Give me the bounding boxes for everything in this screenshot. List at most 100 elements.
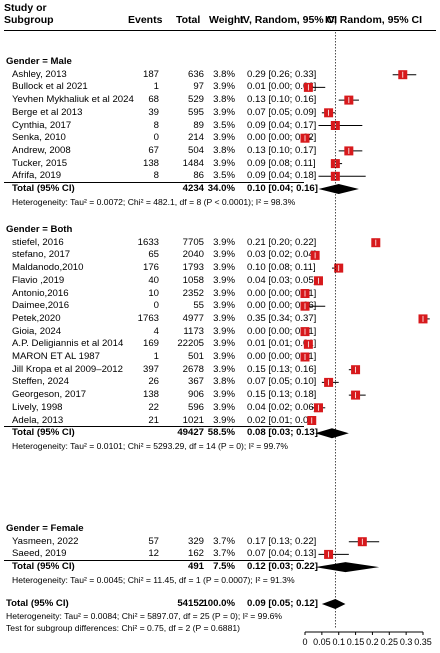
overall-subgroup-test: Test for subgroup differences: Chi² = 0.… (6, 623, 241, 633)
study-events-g1-s14: 21 (148, 414, 159, 426)
overall-heterogeneity: Heterogeneity: Tau² = 0.0084; Chi² = 589… (6, 611, 283, 621)
study-name-g1-s12: Georgeson, 2017 (12, 389, 87, 401)
study-ci-g1-s10: 0.15 [0.13; 0.16] (247, 363, 317, 375)
study-weight-g0-s2: 3.8% (213, 94, 235, 106)
study-name-g2-s1: Saeed, 2019 (12, 548, 67, 560)
study-name-g1-s11: Steffen, 2024 (12, 376, 69, 388)
study-events-g1-s4: 10 (148, 287, 159, 299)
study-ci-g1-s7: 0.00 [0.00; 0.01] (247, 325, 317, 337)
study-ci-g0-s6: 0.13 [0.10; 0.17] (247, 144, 317, 156)
group-diamond-2 (315, 562, 380, 573)
study-ci-g1-s13: 0.04 [0.02; 0.06] (247, 401, 317, 413)
study-total-g1-s13: 596 (187, 401, 204, 413)
study-events-g1-s10: 397 (142, 363, 159, 375)
group-total-label-0: Total (95% CI) (12, 183, 75, 194)
group-label-2: Gender = Female (6, 523, 84, 534)
group-total-label-2: Total (95% CI) (12, 561, 75, 573)
study-total-g1-s0: 7705 (182, 236, 204, 248)
study-events-g1-s5: 0 (153, 300, 159, 312)
study-name-g1-s7: Gioia, 2024 (12, 325, 62, 337)
group-total-ci-0: 0.10 [0.04; 0.16] (247, 183, 318, 194)
study-weight-g1-s11: 3.8% (213, 376, 235, 388)
study-total-g1-s10: 2678 (182, 363, 204, 375)
overall-total-weight: 100.0% (202, 598, 235, 609)
study-total-g0-s8: 86 (193, 170, 204, 182)
group-total-rule-0 (4, 182, 304, 183)
study-ci-g2-s0: 0.17 [0.13; 0.22] (247, 535, 317, 547)
header-rule (4, 30, 436, 31)
study-name-g0-s8: Afrifa, 2019 (12, 170, 62, 182)
study-ci-g1-s0: 0.21 [0.20; 0.22] (247, 236, 317, 248)
study-events-g0-s3: 39 (148, 106, 159, 118)
group-label-1: Gender = Both (6, 224, 73, 235)
study-events-g1-s9: 1 (153, 351, 159, 362)
study-events-g1-s11: 26 (148, 376, 159, 388)
group-total-weight-1: 58.5% (207, 427, 235, 439)
study-events-g1-s7: 4 (153, 325, 159, 337)
header-plot: IV, Random, 95% CI (325, 14, 423, 26)
study-total-g0-s1: 97 (193, 81, 204, 93)
study-name-g1-s8: A.P. Deligiannis et al 2014 (12, 338, 124, 350)
study-ci-g0-s4: 0.09 [0.04; 0.17] (247, 119, 317, 131)
study-ci-g1-s9: 0.00 [0.00; 0.01] (247, 351, 317, 362)
study-total-g1-s14: 1021 (182, 414, 204, 426)
study-ci-g0-s3: 0.07 [0.05; 0.09] (247, 106, 317, 118)
study-ci-g1-s5: 0.00 [0.00; 0.06] (247, 300, 317, 312)
study-ci-g0-s8: 0.09 [0.04; 0.18] (247, 170, 317, 182)
study-total-g0-s4: 89 (193, 119, 204, 131)
study-ci-g1-s3: 0.04 [0.03; 0.05] (247, 274, 317, 286)
study-weight-g1-s9: 3.9% (213, 351, 235, 362)
study-total-g1-s8: 22205 (177, 338, 204, 350)
study-name-g1-s5: Daimee,2016 (12, 300, 70, 312)
overall-total-n: 54152 (177, 598, 204, 609)
study-total-g1-s9: 501 (187, 351, 204, 362)
overall-diamond (321, 599, 346, 609)
group-total-n-2: 491 (187, 561, 204, 573)
group-heterogeneity-1: Heterogeneity: Tau² = 0.0101; Chi² = 529… (12, 440, 289, 451)
study-ci-g1-s14: 0.02 [0.01; 0.03] (247, 414, 317, 426)
study-weight-g0-s1: 3.9% (213, 81, 235, 93)
study-weight-g2-s1: 3.7% (213, 548, 235, 560)
study-name-g1-s4: Antonio,2016 (12, 287, 69, 299)
header-events: Events (128, 14, 163, 26)
study-weight-g0-s7: 3.9% (213, 157, 235, 169)
study-name-g2-s0: Yasmeen, 2022 (12, 535, 79, 547)
study-events-g2-s0: 57 (148, 535, 159, 547)
group-diamond-0 (318, 184, 359, 194)
x-tick-label-1: 0.05 (313, 637, 331, 647)
study-total-g1-s4: 2352 (182, 287, 204, 299)
study-total-g2-s0: 329 (187, 535, 204, 547)
study-total-g1-s6: 4977 (182, 312, 204, 324)
study-events-g1-s8: 169 (142, 338, 159, 350)
study-events-g1-s2: 176 (142, 262, 159, 274)
x-tick-label-4: 0.2 (366, 637, 379, 647)
study-name-g0-s4: Cynthia, 2017 (12, 119, 72, 131)
study-events-g0-s6: 67 (148, 144, 159, 156)
study-total-g0-s2: 529 (187, 94, 204, 106)
study-events-g0-s2: 68 (148, 94, 159, 106)
study-total-g0-s7: 1484 (182, 157, 204, 169)
header-weight: Weight (209, 14, 244, 26)
study-events-g1-s6: 1763 (137, 312, 159, 324)
study-ci-g0-s5: 0.00 [0.00; 0.02] (247, 132, 317, 144)
study-total-g0-s0: 636 (187, 68, 204, 80)
study-total-g0-s6: 504 (187, 144, 204, 156)
group-total-weight-0: 34.0% (207, 183, 235, 194)
group-heterogeneity-0: Heterogeneity: Tau² = 0.0072; Chi² = 482… (12, 196, 296, 207)
study-name-g1-s3: Flavio ,2019 (12, 274, 65, 286)
study-name-g0-s6: Andrew, 2008 (12, 144, 71, 156)
study-weight-g1-s3: 3.9% (213, 274, 235, 286)
study-events-g0-s4: 8 (153, 119, 159, 131)
study-weight-g1-s6: 3.9% (213, 312, 235, 324)
group-total-n-0: 4234 (182, 183, 204, 194)
study-weight-g0-s8: 3.5% (213, 170, 235, 182)
study-ci-g0-s0: 0.29 [0.26; 0.33] (247, 68, 317, 80)
study-name-g1-s1: stefano, 2017 (12, 249, 71, 261)
study-events-g1-s13: 22 (148, 401, 159, 413)
study-name-g0-s5: Senka, 2010 (12, 132, 66, 144)
x-tick-label-7: 0.35 (414, 637, 432, 647)
study-total-g1-s12: 906 (187, 389, 204, 401)
study-events-g1-s12: 138 (142, 389, 159, 401)
group-total-n-1: 49427 (177, 427, 204, 439)
